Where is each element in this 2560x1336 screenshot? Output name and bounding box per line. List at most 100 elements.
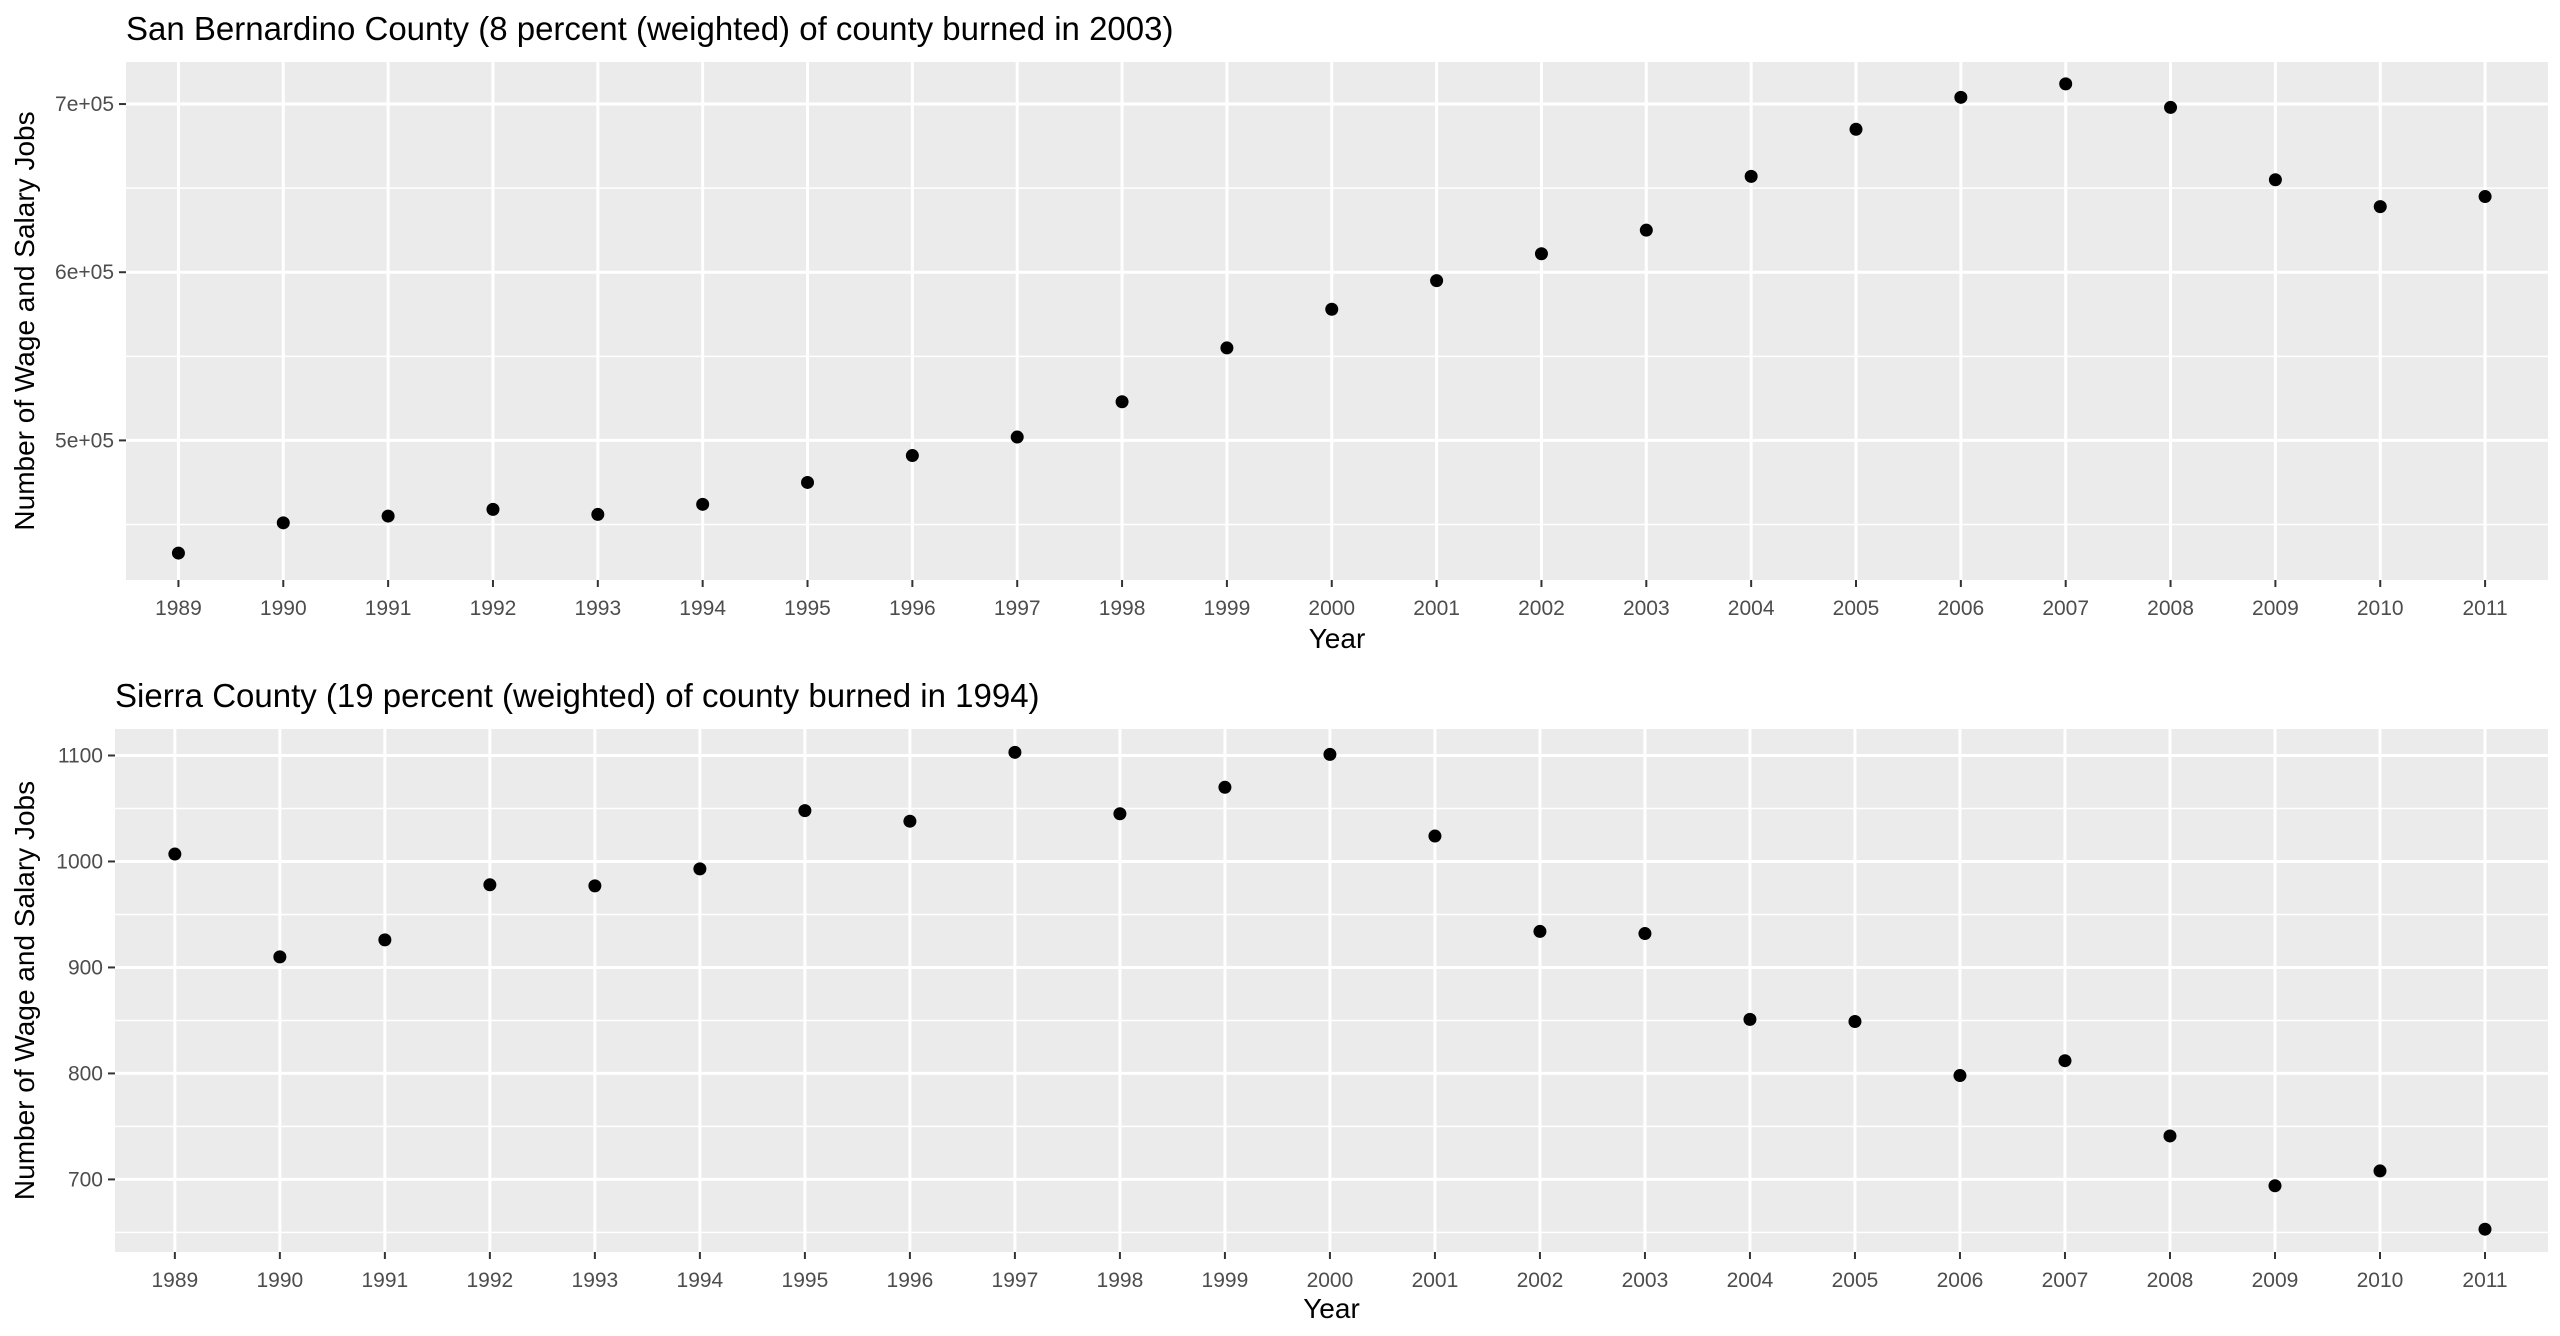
x-tick-label: 1999 <box>1204 597 1251 620</box>
chart-panel-2: 700 800 900 1000 1100 1989 1990 1991 1992 1993 199… <box>9 677 2548 1324</box>
chart-title: Sierra County (19 percent (weighted) of … <box>115 677 1040 714</box>
x-tick-label: 1991 <box>365 597 412 620</box>
plot-panel <box>126 62 2548 580</box>
data-point <box>1639 223 1653 237</box>
x-tick-label: 1996 <box>889 597 936 620</box>
x-tick-label: 2005 <box>1832 1269 1879 1292</box>
x-tick-label: 2009 <box>2252 1269 2299 1292</box>
x-tick-label: 2007 <box>2042 1269 2089 1292</box>
data-point <box>696 497 710 511</box>
data-point <box>2059 77 2073 91</box>
x-tick-label: 1998 <box>1099 597 1146 620</box>
x-tick-label: 1997 <box>992 1269 1039 1292</box>
data-point <box>801 475 815 489</box>
y-axis-title: Number of Wage and Salary Jobs <box>9 781 40 1200</box>
y-tick-label: 6e+05 <box>55 261 114 284</box>
x-tick-label: 1989 <box>155 597 202 620</box>
x-tick-label: 2008 <box>2147 1269 2194 1292</box>
data-point <box>1325 302 1339 316</box>
data-point <box>693 862 707 876</box>
x-tick-label: 1997 <box>994 597 1041 620</box>
x-tick-label: 1998 <box>1097 1269 1144 1292</box>
x-tick-label: 2011 <box>2462 1269 2507 1292</box>
x-tick-label: 1995 <box>784 597 831 620</box>
data-point <box>1218 780 1232 794</box>
y-tick-label: 900 <box>68 956 103 979</box>
data-point <box>2268 1179 2282 1193</box>
x-axis-title: Year <box>1303 1293 1360 1324</box>
x-tick-label: 2005 <box>1833 597 1880 620</box>
data-point <box>2478 1222 2492 1236</box>
data-point <box>1533 924 1547 938</box>
data-point <box>2164 100 2178 114</box>
data-point <box>2478 190 2492 204</box>
data-point <box>1428 829 1442 843</box>
x-tick-label: 2002 <box>1518 597 1565 620</box>
x-tick-label: 2004 <box>1727 1269 1774 1292</box>
y-tick-label: 7e+05 <box>55 93 114 116</box>
x-tick-label: 1995 <box>782 1269 829 1292</box>
x-tick-label: 2010 <box>2357 597 2404 620</box>
x-axis-title: Year <box>1309 623 1366 654</box>
y-axis-title: Number of Wage and Salary Jobs <box>9 111 40 530</box>
data-point <box>1954 90 1968 104</box>
data-point <box>1010 430 1024 444</box>
data-point <box>483 878 497 892</box>
data-point <box>1430 274 1444 288</box>
x-tick-label: 1994 <box>679 597 726 620</box>
chart-panel-1: 5e+05 6e+05 7e+05 1989 1990 1991 1992 1993 1994 1… <box>9 10 2548 654</box>
x-tick-label: 2004 <box>1728 597 1775 620</box>
data-point <box>1638 927 1652 941</box>
y-tick-label: 5e+05 <box>55 429 114 452</box>
data-point <box>1008 745 1022 759</box>
plot-panel <box>115 729 2548 1252</box>
x-tick-label: 1994 <box>677 1269 724 1292</box>
x-tick-label: 2008 <box>2147 597 2194 620</box>
x-tick-label: 2000 <box>1308 597 1355 620</box>
data-point <box>2373 200 2387 214</box>
x-tick-label: 1999 <box>1202 1269 1249 1292</box>
x-tick-label: 1993 <box>572 1269 619 1292</box>
x-tick-label: 1989 <box>151 1269 198 1292</box>
x-tick-label: 1992 <box>467 1269 514 1292</box>
data-point <box>1113 807 1127 821</box>
data-point <box>588 879 602 893</box>
x-tick-label: 2006 <box>1937 597 1984 620</box>
data-point <box>1744 169 1758 183</box>
x-tick-label: 2002 <box>1517 1269 1564 1292</box>
data-point <box>486 502 500 516</box>
x-tick-label: 1990 <box>260 597 307 620</box>
y-tick-label: 1100 <box>58 744 103 767</box>
y-tick-label: 800 <box>68 1062 103 1085</box>
data-point <box>905 449 919 463</box>
data-point <box>1848 1014 1862 1028</box>
data-point <box>1323 747 1337 761</box>
data-point <box>1953 1069 1967 1083</box>
data-point <box>273 950 287 964</box>
chart-title: San Bernardino County (8 percent (weight… <box>126 10 1173 47</box>
x-tick-label: 2007 <box>2042 597 2089 620</box>
y-tick-label: 1000 <box>56 850 103 873</box>
x-tick-label: 2001 <box>1413 597 1460 620</box>
y-tick-label: 700 <box>68 1168 103 1191</box>
x-tick-label: 1990 <box>257 1269 304 1292</box>
data-point <box>1220 341 1234 355</box>
x-tick-label: 2003 <box>1623 597 1670 620</box>
data-point <box>1534 247 1548 261</box>
data-point <box>2163 1129 2177 1143</box>
x-tick-label: 1996 <box>887 1269 934 1292</box>
x-tick-label: 1991 <box>362 1269 409 1292</box>
data-point <box>1849 122 1863 136</box>
x-tick-label: 2010 <box>2357 1269 2404 1292</box>
data-point <box>276 516 290 530</box>
data-point <box>1743 1012 1757 1026</box>
data-point <box>2058 1054 2072 1068</box>
x-tick-label: 1993 <box>574 597 621 620</box>
x-tick-label: 2003 <box>1622 1269 1669 1292</box>
data-point <box>591 507 605 521</box>
x-tick-label: 2006 <box>1937 1269 1984 1292</box>
data-point <box>168 847 182 861</box>
data-point <box>171 546 185 560</box>
x-tick-label: 2001 <box>1412 1269 1459 1292</box>
